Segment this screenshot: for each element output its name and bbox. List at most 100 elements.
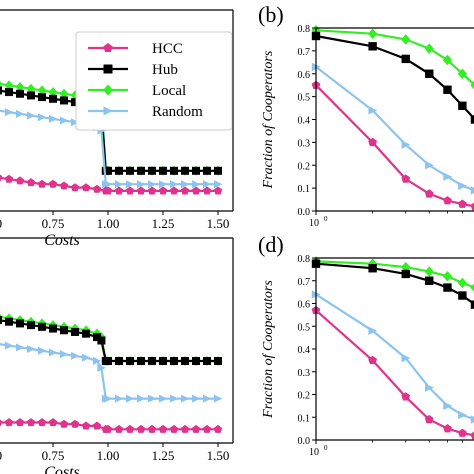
data-point-hub xyxy=(60,96,68,105)
y-tick-label: 0.6 xyxy=(298,300,311,311)
data-point-random xyxy=(470,415,474,424)
data-point-hcc xyxy=(424,189,434,198)
data-point-random xyxy=(368,106,378,115)
data-point-random xyxy=(443,401,453,411)
data-point-local xyxy=(424,266,434,277)
y-tick-label: 0.1 xyxy=(298,413,311,424)
data-point-hcc xyxy=(180,424,190,433)
data-point-hcc xyxy=(158,186,168,195)
legend-marker xyxy=(103,106,113,116)
legend-label: Local xyxy=(152,83,186,99)
data-point-hub xyxy=(458,291,467,300)
data-point-hub xyxy=(38,322,46,331)
x-axis-label: Costs xyxy=(44,464,80,474)
data-point-local xyxy=(457,277,467,289)
y-tick-label: 0.0 xyxy=(298,436,311,447)
data-point-hub xyxy=(82,329,90,338)
data-point-random xyxy=(97,363,106,372)
x-tick-exponent: 0 xyxy=(324,444,328,452)
data-point-random xyxy=(458,181,467,191)
data-point-random xyxy=(443,172,453,181)
y-axis-label: Fraction of Cooperators xyxy=(261,280,276,419)
data-point-hub xyxy=(49,324,57,333)
series-hcc xyxy=(311,305,474,440)
data-point-hub xyxy=(181,166,189,175)
x-tick-label: 10 xyxy=(309,218,319,229)
data-point-hcc xyxy=(424,414,434,424)
data-point-hub xyxy=(0,316,2,324)
data-point-hcc xyxy=(125,424,135,433)
data-point-random xyxy=(71,351,80,360)
data-point-hcc xyxy=(37,179,47,188)
data-point-hcc xyxy=(158,424,168,433)
data-point-hcc xyxy=(180,186,190,195)
data-point-random xyxy=(0,342,3,346)
legend-marker xyxy=(103,43,113,52)
data-point-random xyxy=(401,353,411,363)
data-point-hcc xyxy=(26,418,36,427)
series-line-random xyxy=(315,293,474,421)
data-point-random xyxy=(126,180,135,189)
data-point-hub xyxy=(71,327,79,336)
data-point-hub xyxy=(0,86,2,95)
data-point-local xyxy=(470,81,474,90)
y-tick-label: 0.0 xyxy=(298,207,311,218)
data-point-hub xyxy=(368,264,377,273)
legend-marker xyxy=(103,64,113,74)
data-point-hub xyxy=(71,98,79,107)
x-tick-label: 1.50 xyxy=(207,448,230,463)
data-point-random xyxy=(203,394,212,403)
data-point-hcc xyxy=(15,418,25,427)
data-point-local xyxy=(442,54,453,66)
x-tick-label: 1.00 xyxy=(97,216,120,231)
data-point-random xyxy=(470,186,474,195)
series-local xyxy=(311,25,474,90)
data-point-hub xyxy=(16,89,24,98)
data-point-hcc xyxy=(70,183,80,192)
data-point-random xyxy=(425,383,434,392)
data-point-random xyxy=(137,394,146,403)
data-point-hub xyxy=(93,333,101,342)
data-point-random xyxy=(192,180,201,189)
data-point-hcc xyxy=(401,174,411,183)
series-hub xyxy=(0,316,222,365)
data-point-hcc xyxy=(458,428,467,437)
data-point-hcc xyxy=(48,418,58,427)
data-point-hub xyxy=(16,319,24,328)
x-tick-label: 1.00 xyxy=(97,448,120,463)
data-point-hcc xyxy=(15,176,25,185)
data-point-hub xyxy=(104,357,112,365)
data-point-hub xyxy=(170,357,178,365)
data-point-random xyxy=(126,394,135,403)
series-line-local xyxy=(0,315,218,363)
data-point-hcc xyxy=(103,186,113,195)
data-point-hub xyxy=(214,166,222,175)
data-point-hcc xyxy=(147,424,157,433)
data-point-hub xyxy=(425,69,434,78)
data-point-hub xyxy=(443,85,452,94)
series-line-hub xyxy=(315,34,474,121)
data-point-random xyxy=(49,114,58,123)
data-point-hub xyxy=(115,357,123,365)
data-point-hub xyxy=(159,357,167,365)
legend-label: HCC xyxy=(152,41,183,57)
data-point-random xyxy=(159,394,168,403)
data-point-hub xyxy=(458,101,467,110)
data-point-hcc xyxy=(59,419,69,428)
data-point-hub xyxy=(115,166,123,175)
series-line-local xyxy=(315,29,474,86)
x-tick-label: 1.25 xyxy=(152,216,175,231)
data-point-hcc xyxy=(114,424,124,433)
legend: HCC Hub Local Random xyxy=(75,31,233,131)
y-tick-label: 0.2 xyxy=(298,161,311,172)
data-point-random xyxy=(71,118,80,127)
data-point-hub xyxy=(38,93,46,102)
data-point-hub xyxy=(192,357,200,365)
y-tick-label: 0.7 xyxy=(298,47,311,58)
x-tick-label: 1.50 xyxy=(207,216,230,231)
data-point-hcc xyxy=(401,392,411,401)
panel-bottom-left: .50 0.75 1.00 1.25 1.50 Costs xyxy=(0,237,234,474)
data-point-hcc xyxy=(4,418,14,427)
data-point-hcc xyxy=(92,184,102,193)
